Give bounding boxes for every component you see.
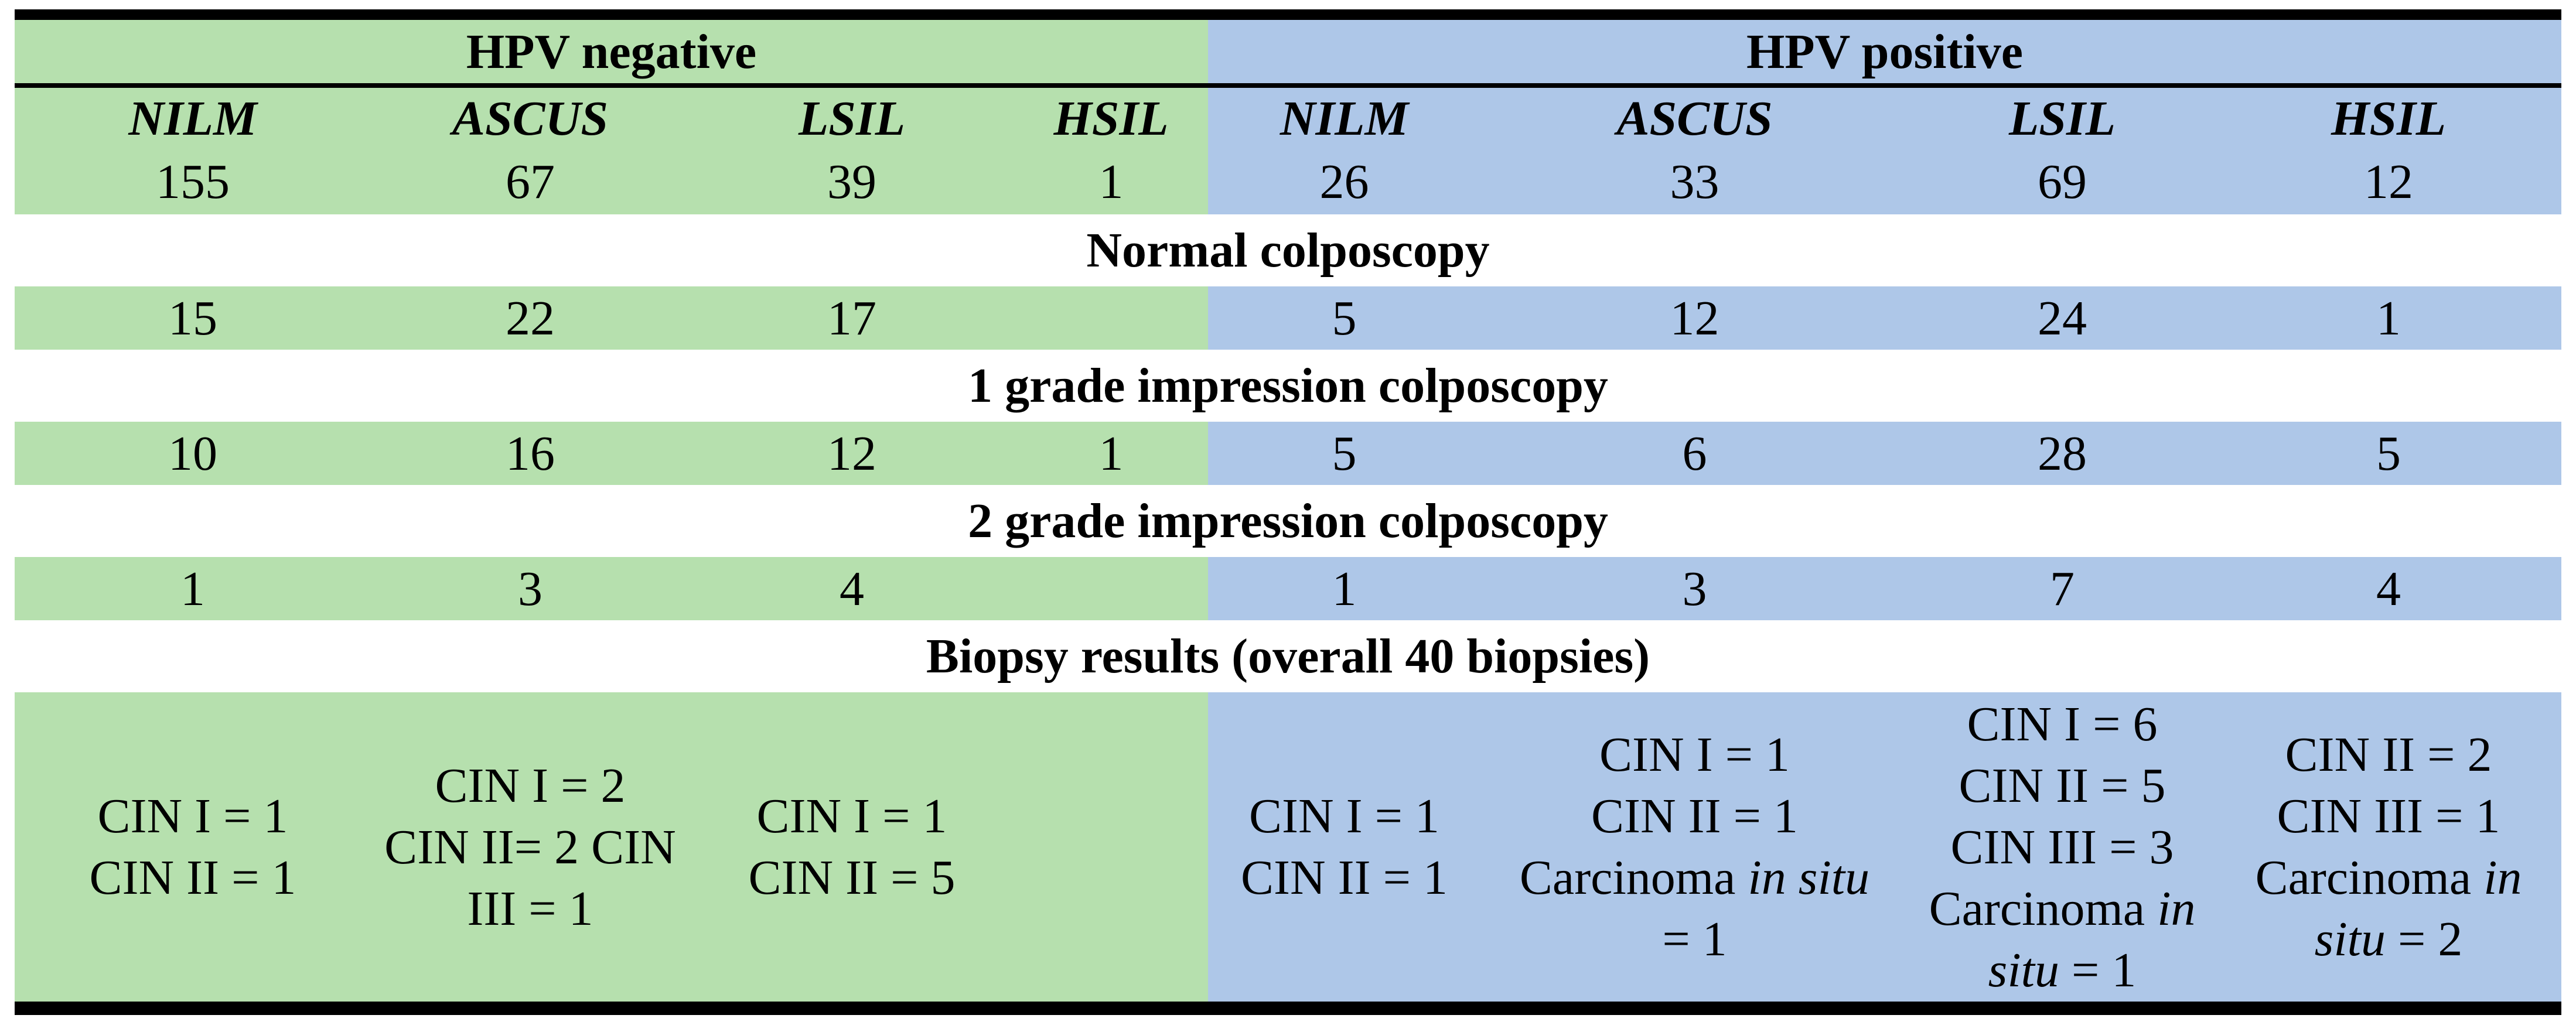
biopsy-cell-hsil-positive: CIN II = 2 CIN III = 1 Carcinoma in situ = … — [2216, 692, 2562, 1009]
section-title: Biopsy results (overall 40 biopsies) — [15, 620, 2562, 692]
hpv-negative-group-header: HPV negative — [15, 15, 1209, 88]
biopsy-cell-lsil-positive: CIN I = 6 CIN II = 5 CIN III = 3 Carcinoma … — [1909, 692, 2216, 1009]
biopsy-results-row: CIN I = 1 CIN II = 1 CIN I = 2 CIN II= 2 C… — [15, 692, 2562, 1009]
value-cell: 16 — [371, 422, 690, 485]
section-title: 1 grade impression colposcopy — [15, 350, 2562, 422]
value-cell: 28 — [1909, 422, 2216, 485]
cytology-column-header-row: NILM ASCUS LSIL HSIL NILM ASCUS LSIL HSI… — [15, 86, 2562, 149]
count-cell: 1 — [1014, 149, 1209, 214]
value-cell: 6 — [1480, 422, 1909, 485]
column-header-lsil-negative: LSIL — [690, 86, 1014, 149]
value-cell: 1 — [15, 557, 371, 620]
value-cell: 3 — [1480, 557, 1909, 620]
value-cell: 10 — [15, 422, 371, 485]
value-cell: 12 — [690, 422, 1014, 485]
section-title: Normal colposcopy — [15, 214, 2562, 286]
value-cell — [1014, 557, 1209, 620]
column-header-ascus-positive: ASCUS — [1480, 86, 1909, 149]
value-cell: 1 — [2216, 286, 2562, 350]
value-cell — [1014, 286, 1209, 350]
count-cell: 12 — [2216, 149, 2562, 214]
count-cell: 67 — [371, 149, 690, 214]
value-cell: 5 — [1208, 286, 1481, 350]
value-cell: 22 — [371, 286, 690, 350]
biopsy-cell-hsil-negative — [1014, 692, 1209, 1009]
value-cell: 5 — [1208, 422, 1481, 485]
column-header-nilm-negative: NILM — [15, 86, 371, 149]
normal-colposcopy-row: 15 22 17 5 12 24 1 — [15, 286, 2562, 350]
column-header-hsil-negative: HSIL — [1014, 86, 1209, 149]
value-cell: 3 — [371, 557, 690, 620]
biopsy-cell-ascus-negative: CIN I = 2 CIN II= 2 CIN III = 1 — [371, 692, 690, 1009]
count-cell: 155 — [15, 149, 371, 214]
section-header-grade1-colposcopy: 1 grade impression colposcopy — [15, 350, 2562, 422]
group-header-row: HPV negative HPV positive — [15, 15, 2562, 88]
biopsy-cell-nilm-negative: CIN I = 1 CIN II = 1 — [15, 692, 371, 1009]
biopsy-cell-ascus-positive: CIN I = 1 CIN II = 1 Carcinoma in situ = 1 — [1480, 692, 1909, 1009]
value-cell: 17 — [690, 286, 1014, 350]
grade2-colposcopy-row: 1 3 4 1 3 7 4 — [15, 557, 2562, 620]
value-cell: 5 — [2216, 422, 2562, 485]
value-cell: 4 — [2216, 557, 2562, 620]
hpv-positive-group-header: HPV positive — [1208, 15, 2562, 88]
count-cell: 39 — [690, 149, 1014, 214]
count-cell: 33 — [1480, 149, 1909, 214]
value-cell: 1 — [1208, 557, 1481, 620]
value-cell: 7 — [1909, 557, 2216, 620]
column-header-lsil-positive: LSIL — [1909, 86, 2216, 149]
biopsy-cell-lsil-negative: CIN I = 1 CIN II = 5 — [690, 692, 1014, 1009]
value-cell: 15 — [15, 286, 371, 350]
section-header-biopsy-results: Biopsy results (overall 40 biopsies) — [15, 620, 2562, 692]
value-cell: 12 — [1480, 286, 1909, 350]
section-title: 2 grade impression colposcopy — [15, 485, 2562, 557]
grade1-colposcopy-row: 10 16 12 1 5 6 28 5 — [15, 422, 2562, 485]
biopsy-cell-nilm-positive: CIN I = 1 CIN II = 1 — [1208, 692, 1481, 1009]
cytology-colposcopy-table: HPV negative HPV positive NILM ASCUS LSI… — [15, 9, 2562, 1015]
value-cell: 24 — [1909, 286, 2216, 350]
column-header-nilm-positive: NILM — [1208, 86, 1481, 149]
section-header-grade2-colposcopy: 2 grade impression colposcopy — [15, 485, 2562, 557]
section-header-normal-colposcopy: Normal colposcopy — [15, 214, 2562, 286]
count-cell: 26 — [1208, 149, 1481, 214]
count-cell: 69 — [1909, 149, 2216, 214]
column-header-ascus-negative: ASCUS — [371, 86, 690, 149]
cytology-counts-row: 155 67 39 1 26 33 69 12 — [15, 149, 2562, 214]
value-cell: 1 — [1014, 422, 1209, 485]
value-cell: 4 — [690, 557, 1014, 620]
column-header-hsil-positive: HSIL — [2216, 86, 2562, 149]
